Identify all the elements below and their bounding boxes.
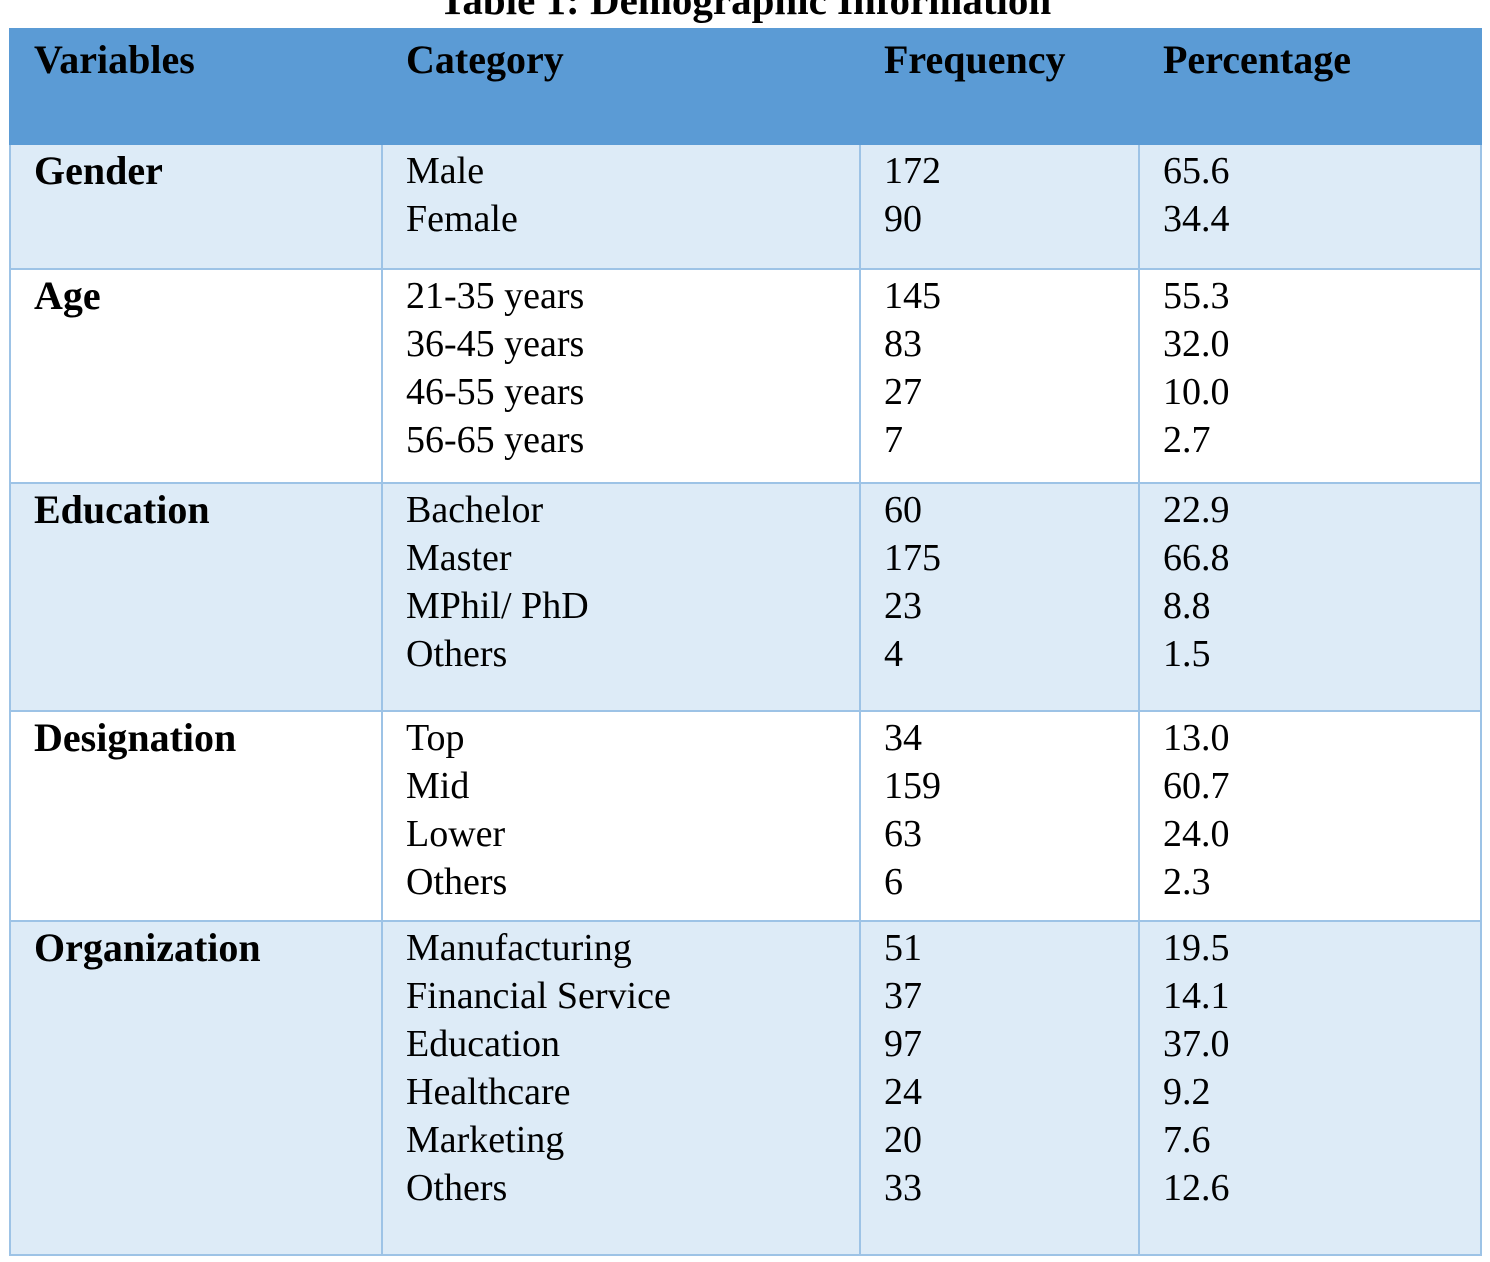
percentage-cell: 65.6 34.4 [1138,143,1482,270]
frequency-value: 83 [884,323,922,365]
category-value: Top [406,717,465,759]
frequency-value: 51 [884,927,922,969]
frequency-value: 175 [884,537,941,579]
demographic-table: Variables Category Frequency Percentage … [9,28,1482,1256]
category-value: 46-55 years [406,371,585,413]
header-percentage: Percentage [1138,28,1482,145]
frequency-value: 27 [884,371,922,413]
category-value: Marketing [406,1119,565,1161]
percentage-value: 65.6 [1163,150,1230,192]
percentage-cell: 22.9 66.8 8.8 1.5 [1138,482,1482,712]
percentage-value: 12.6 [1163,1167,1230,1209]
category-value: Others [406,1167,508,1209]
frequency-value: 20 [884,1119,922,1161]
category-cell: Male Female [381,143,861,270]
category-value: Others [406,861,508,903]
table-row-age: Age 21-35 years 36-45 years 46-55 years … [9,268,1482,484]
category-value: MPhil/ PhD [406,585,589,627]
frequency-value: 7 [884,419,903,461]
category-cell: 21-35 years 36-45 years 46-55 years 56-6… [381,268,861,484]
percentage-value: 2.3 [1163,861,1211,903]
category-value: 21-35 years [406,275,585,317]
frequency-value: 159 [884,765,941,807]
percentage-value: 7.6 [1163,1119,1211,1161]
table-header-row: Variables Category Frequency Percentage [9,28,1482,145]
frequency-cell: 145 83 27 7 [859,268,1140,484]
category-value: Master [406,537,512,579]
percentage-value: 66.8 [1163,537,1230,579]
percentage-value: 24.0 [1163,813,1230,855]
percentage-value: 60.7 [1163,765,1230,807]
frequency-value: 33 [884,1167,922,1209]
category-value: 56-65 years [406,419,585,461]
frequency-value: 63 [884,813,922,855]
category-cell: Manufacturing Financial Service Educatio… [381,920,861,1256]
percentage-value: 1.5 [1163,633,1211,675]
percentage-value: 37.0 [1163,1023,1230,1065]
category-value: Others [406,633,508,675]
category-value: Manufacturing [406,927,632,969]
category-value: Male [406,150,485,192]
header-frequency: Frequency [859,28,1140,145]
variable-cell: Age [9,268,383,484]
variable-cell: Education [9,482,383,712]
category-value: 36-45 years [406,323,585,365]
frequency-value: 6 [884,861,903,903]
percentage-value: 19.5 [1163,927,1230,969]
percentage-value: 8.8 [1163,585,1211,627]
frequency-cell: 172 90 [859,143,1140,270]
frequency-value: 97 [884,1023,922,1065]
percentage-cell: 19.5 14.1 37.0 9.2 7.6 12.6 [1138,920,1482,1256]
frequency-cell: 60 175 23 4 [859,482,1140,712]
percentage-value: 55.3 [1163,275,1230,317]
frequency-value: 4 [884,633,903,675]
category-cell: Bachelor Master MPhil/ PhD Others [381,482,861,712]
percentage-value: 13.0 [1163,717,1230,759]
category-cell: Top Mid Lower Others [381,710,861,922]
frequency-cell: 51 37 97 24 20 33 [859,920,1140,1256]
table-row-education: Education Bachelor Master MPhil/ PhD Oth… [9,482,1482,712]
variable-cell: Designation [9,710,383,922]
percentage-value: 32.0 [1163,323,1230,365]
frequency-value: 24 [884,1071,922,1113]
category-value: Female [406,198,518,240]
category-value: Healthcare [406,1071,571,1113]
percentage-value: 22.9 [1163,489,1230,531]
category-value: Mid [406,765,470,807]
category-value: Bachelor [406,489,544,531]
percentage-value: 10.0 [1163,371,1230,413]
percentage-cell: 13.0 60.7 24.0 2.3 [1138,710,1482,922]
table-title: Table 1: Demographic Information [438,0,1052,23]
category-value: Financial Service [406,975,671,1017]
header-category: Category [381,28,861,145]
category-value: Lower [406,813,506,855]
percentage-cell: 55.3 32.0 10.0 2.7 [1138,268,1482,484]
percentage-value: 34.4 [1163,198,1230,240]
frequency-value: 23 [884,585,922,627]
frequency-value: 34 [884,717,922,759]
frequency-value: 172 [884,150,941,192]
table-row-organization: Organization Manufacturing Financial Ser… [9,920,1482,1256]
frequency-cell: 34 159 63 6 [859,710,1140,922]
variable-cell: Gender [9,143,383,270]
category-value: Education [406,1023,561,1065]
frequency-value: 145 [884,275,941,317]
percentage-value: 2.7 [1163,419,1211,461]
frequency-value: 90 [884,198,922,240]
frequency-value: 60 [884,489,922,531]
table-row-designation: Designation Top Mid Lower Others 34 159 … [9,710,1482,922]
frequency-value: 37 [884,975,922,1017]
percentage-value: 14.1 [1163,975,1230,1017]
percentage-value: 9.2 [1163,1071,1211,1113]
table-row-gender: Gender Male Female 172 90 65.6 34.4 [9,143,1482,270]
variable-cell: Organization [9,920,383,1256]
header-variables: Variables [9,28,383,145]
